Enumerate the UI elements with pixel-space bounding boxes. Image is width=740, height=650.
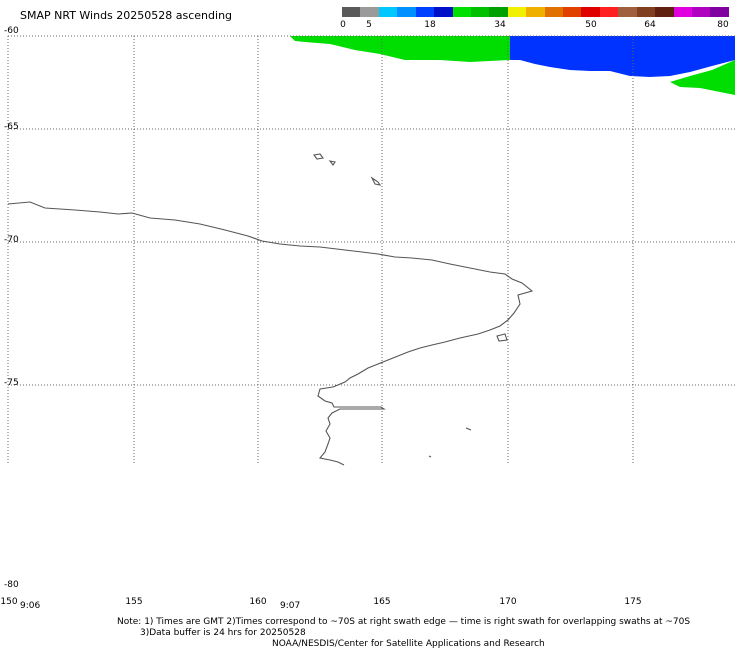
colorbar-segment [342,7,361,17]
colorbar-segment [526,7,545,17]
colorbar-segment [673,7,693,17]
colorbar-segment [434,7,453,17]
footnote-line: Note: 1) Times are GMT 2)Times correspon… [117,617,691,627]
footnote-line: 3)Data buffer is 24 hrs for 20250528 [140,628,306,638]
swath-time: 9:07 [280,601,301,611]
colorbar-label: 50 [585,20,597,30]
colorbar-segment [599,7,619,17]
colorbar-segment [581,7,600,17]
colorbar-segment [636,7,656,17]
lon-label: 170 [499,597,517,607]
lon-label: 155 [125,597,143,607]
colorbar-label: 64 [644,20,656,30]
colorbar-label: 80 [717,20,729,30]
lat-label: -65 [4,122,19,132]
lat-label: -70 [4,235,19,245]
colorbar-segment [655,7,674,17]
colorbar-label: 0 [340,20,346,30]
lat-label: -75 [4,378,19,388]
colorbar-label: 18 [424,20,436,30]
credit-line: NOAA/NESDIS/Center for Satellite Applica… [272,639,545,649]
colorbar-segment [397,7,416,17]
lon-label: 150 [0,597,18,607]
colorbar-segment [563,7,582,17]
wind-swath-green [290,36,510,62]
colorbar-segment [710,7,729,17]
colorbar-segment [692,7,711,17]
wind-swath-green-right [670,60,735,95]
antarctic-coastline [7,153,534,466]
colorbar-segment [544,7,564,17]
lat-label: -80 [4,580,19,590]
swath-time: 9:06 [20,601,41,611]
wind-speed-colorbar [342,7,729,17]
map-title: SMAP NRT Winds 20250528 ascending [20,9,233,22]
colorbar-segment [618,7,637,17]
colorbar-segment [507,7,527,17]
colorbar-segment [470,7,490,17]
colorbar-segment [378,7,398,17]
lon-label: 165 [373,597,391,607]
colorbar-segment [489,7,508,17]
colorbar-label: 5 [366,20,372,30]
colorbar-label: 34 [494,20,506,30]
map-grid [7,35,735,465]
colorbar-segment [452,7,471,17]
lon-label: 160 [249,597,267,607]
colorbar-segment [360,7,379,17]
lat-label: -60 [4,26,19,36]
colorbar-segment [415,7,435,17]
wind-swath-blue [510,36,735,77]
lon-label: 175 [624,597,642,607]
